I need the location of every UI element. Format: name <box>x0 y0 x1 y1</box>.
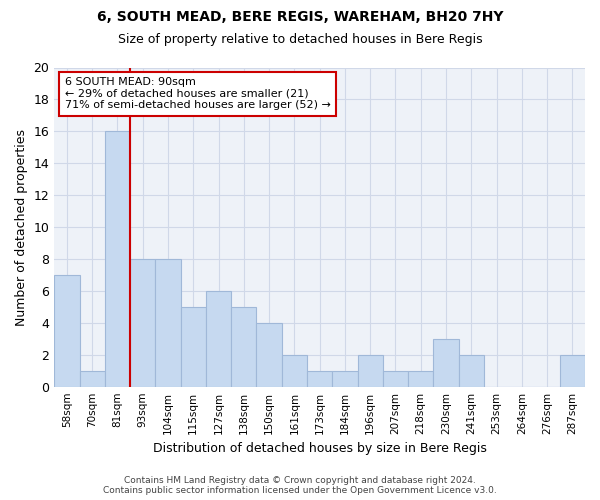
Bar <box>105 132 130 386</box>
Y-axis label: Number of detached properties: Number of detached properties <box>15 128 28 326</box>
Bar <box>155 259 181 386</box>
Bar <box>206 291 231 386</box>
Bar <box>54 275 80 386</box>
Bar <box>181 307 206 386</box>
Bar <box>433 339 458 386</box>
Bar <box>231 307 256 386</box>
Text: 6 SOUTH MEAD: 90sqm
← 29% of detached houses are smaller (21)
71% of semi-detach: 6 SOUTH MEAD: 90sqm ← 29% of detached ho… <box>65 77 331 110</box>
Bar <box>358 355 383 386</box>
Bar <box>130 259 155 386</box>
Bar <box>560 355 585 386</box>
Bar <box>332 370 358 386</box>
Bar <box>458 355 484 386</box>
Bar <box>256 323 282 386</box>
Bar <box>408 370 433 386</box>
Bar <box>80 370 105 386</box>
X-axis label: Distribution of detached houses by size in Bere Regis: Distribution of detached houses by size … <box>153 442 487 455</box>
Bar <box>383 370 408 386</box>
Bar <box>282 355 307 386</box>
Text: Contains HM Land Registry data © Crown copyright and database right 2024.
Contai: Contains HM Land Registry data © Crown c… <box>103 476 497 495</box>
Text: 6, SOUTH MEAD, BERE REGIS, WAREHAM, BH20 7HY: 6, SOUTH MEAD, BERE REGIS, WAREHAM, BH20… <box>97 10 503 24</box>
Text: Size of property relative to detached houses in Bere Regis: Size of property relative to detached ho… <box>118 32 482 46</box>
Bar <box>307 370 332 386</box>
